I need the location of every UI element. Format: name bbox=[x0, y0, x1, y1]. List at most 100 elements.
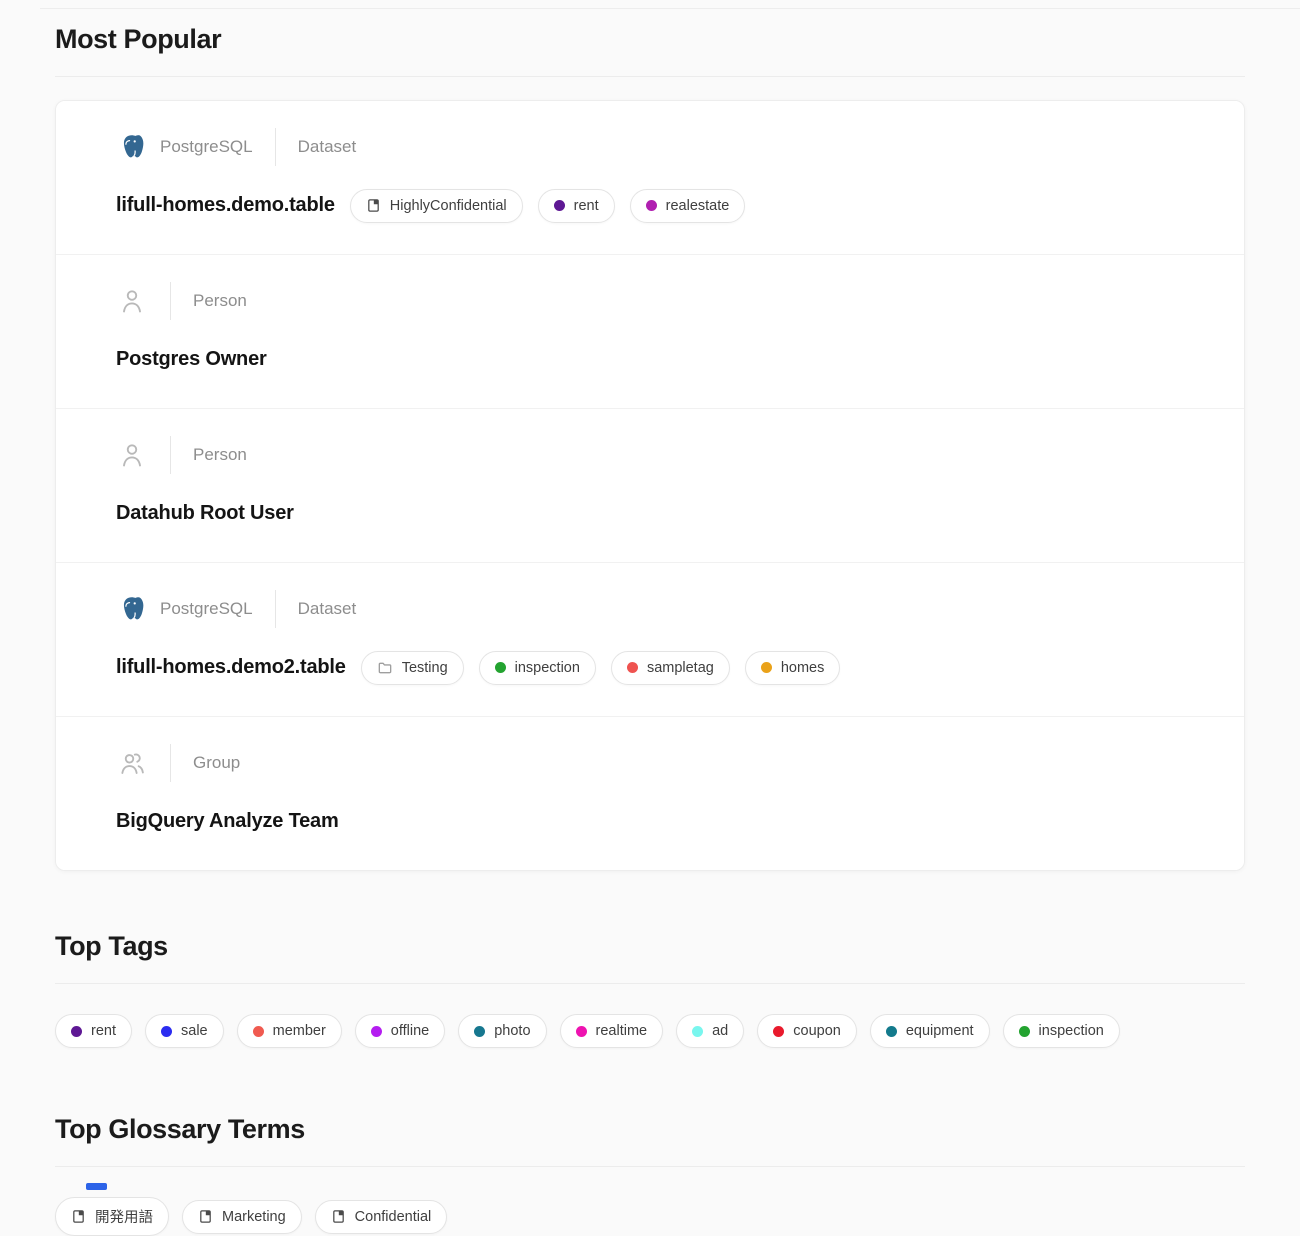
tag-color-dot bbox=[71, 1025, 82, 1037]
top-glossary-terms-title: Top Glossary Terms bbox=[55, 1114, 305, 1144]
entity-row-header: PostgreSQL Dataset bbox=[116, 590, 1184, 628]
entity-name-link[interactable]: Datahub Root User bbox=[116, 502, 294, 524]
divider bbox=[55, 1166, 1245, 1167]
entity-type-label: Person bbox=[193, 291, 247, 310]
postgresql-icon bbox=[116, 593, 148, 625]
tag-pill[interactable]: offline bbox=[354, 1014, 446, 1048]
divider bbox=[55, 76, 1245, 77]
entity-type-label: Group bbox=[193, 753, 241, 772]
tag-pill[interactable]: sale bbox=[145, 1014, 224, 1048]
glossary-term-pill[interactable]: HighlyConfidential bbox=[349, 188, 523, 223]
tag-pill[interactable]: rent bbox=[537, 188, 615, 223]
tag-color-dot bbox=[773, 1025, 785, 1037]
domain-pill[interactable]: Testing bbox=[360, 650, 464, 685]
folder-icon bbox=[378, 662, 392, 673]
cut-off-ui-element bbox=[86, 1183, 107, 1190]
entity-row-header: Person bbox=[116, 282, 1184, 320]
divider bbox=[55, 983, 1245, 984]
entity-type-label: Dataset bbox=[297, 137, 357, 156]
entity-name-link[interactable]: Postgres Owner bbox=[116, 348, 267, 370]
vertical-divider bbox=[170, 282, 171, 320]
tag-pill[interactable]: equipment bbox=[869, 1014, 990, 1048]
glossary-term-pill-label: HighlyConfidential bbox=[389, 197, 507, 214]
entity-name-link[interactable]: lifull-homes.demo.table bbox=[116, 194, 335, 216]
entity-type-label: Dataset bbox=[297, 599, 357, 618]
tag-color-dot bbox=[161, 1025, 172, 1037]
tag-pill-label: inspection bbox=[514, 659, 580, 676]
tag-pill-label: equipment bbox=[905, 1023, 974, 1039]
tag-color-dot bbox=[645, 200, 657, 211]
entity-row-body: Postgres Owner bbox=[116, 341, 1184, 378]
tag-pill[interactable]: ad bbox=[676, 1014, 745, 1048]
tag-pill[interactable]: member bbox=[236, 1014, 342, 1048]
entity-row-body: lifull-homes.demo.table HighlyConfidenti… bbox=[116, 187, 1184, 224]
entity-name-link[interactable]: BigQuery Analyze Team bbox=[116, 810, 339, 832]
postgresql-icon bbox=[116, 131, 148, 163]
glossary-term-pill[interactable]: 開発用語 bbox=[55, 1197, 169, 1236]
top-tags-title: Top Tags bbox=[55, 931, 168, 961]
person-icon bbox=[116, 285, 148, 317]
platform-name: PostgreSQL bbox=[160, 599, 253, 618]
tag-pill[interactable]: photo bbox=[458, 1014, 547, 1048]
entity-row-person-1[interactable]: Person Postgres Owner bbox=[56, 255, 1244, 409]
vertical-divider bbox=[170, 436, 171, 474]
tag-pill-label: inspection bbox=[1038, 1023, 1104, 1039]
tag-pill-label: rent bbox=[91, 1023, 116, 1039]
glossary-term-icon bbox=[367, 199, 379, 212]
glossary-term-icon bbox=[73, 1210, 84, 1223]
tag-pill[interactable]: rent bbox=[55, 1014, 132, 1048]
tag-pill-label: sale bbox=[181, 1023, 208, 1039]
tag-color-dot bbox=[626, 662, 638, 673]
glossary-term-pill-label: Marketing bbox=[222, 1208, 286, 1225]
tag-color-dot bbox=[885, 1025, 897, 1037]
tag-color-dot bbox=[575, 1025, 587, 1037]
tag-pill[interactable]: inspection bbox=[1002, 1014, 1120, 1048]
group-icon bbox=[116, 747, 148, 779]
top-glossary-terms-list: 開発用語 Marketing Confidential bbox=[55, 1197, 1245, 1236]
glossary-term-pill[interactable]: Marketing bbox=[182, 1199, 302, 1234]
vertical-divider bbox=[170, 744, 171, 782]
entity-row-person-2[interactable]: Person Datahub Root User bbox=[56, 409, 1244, 563]
entity-row-group[interactable]: Group BigQuery Analyze Team bbox=[56, 717, 1244, 870]
entity-name-link[interactable]: lifull-homes.demo2.table bbox=[116, 656, 346, 678]
entity-row-body: Datahub Root User bbox=[116, 495, 1184, 532]
entity-row-dataset-2[interactable]: PostgreSQL Dataset lifull-homes.demo2.ta… bbox=[56, 563, 1244, 717]
tag-pill-label: rent bbox=[573, 197, 599, 214]
glossary-term-pill-label: 開発用語 bbox=[95, 1210, 153, 1226]
tag-pill[interactable]: inspection bbox=[478, 650, 596, 685]
tag-pill-label: realestate bbox=[665, 197, 730, 214]
tag-pill[interactable]: sampletag bbox=[610, 650, 730, 685]
tag-color-dot bbox=[494, 662, 506, 673]
glossary-term-icon bbox=[332, 1210, 344, 1223]
platform-name: PostgreSQL bbox=[160, 137, 253, 156]
top-tags-list: rent sale member offline photo realtime … bbox=[55, 1014, 1245, 1048]
tag-pill-label: coupon bbox=[793, 1023, 841, 1039]
most-popular-card: PostgreSQL Dataset lifull-homes.demo.tab… bbox=[55, 100, 1245, 871]
tag-pill-label: offline bbox=[390, 1023, 430, 1039]
tag-pill-label: member bbox=[272, 1023, 326, 1039]
tag-pill[interactable]: coupon bbox=[757, 1014, 857, 1048]
tag-pill[interactable]: homes bbox=[744, 650, 841, 685]
tag-color-dot bbox=[252, 1025, 264, 1037]
entity-row-body: BigQuery Analyze Team bbox=[116, 803, 1184, 840]
tag-color-dot bbox=[1018, 1025, 1030, 1037]
domain-pill-label: Testing bbox=[401, 659, 448, 676]
tag-pill-label: realtime bbox=[595, 1023, 648, 1039]
tag-color-dot bbox=[760, 662, 772, 673]
tag-pill[interactable]: realtime bbox=[559, 1014, 664, 1048]
tag-pill-label: ad bbox=[712, 1023, 729, 1039]
person-icon bbox=[116, 439, 148, 471]
most-popular-title: Most Popular bbox=[55, 24, 222, 54]
glossary-term-pill[interactable]: Confidential bbox=[314, 1199, 448, 1234]
section-top-divider bbox=[40, 8, 1300, 9]
glossary-term-pill-label: Confidential bbox=[354, 1208, 432, 1225]
entity-row-header: Group bbox=[116, 744, 1184, 782]
tag-pill[interactable]: realestate bbox=[629, 188, 746, 223]
tag-pill-label: photo bbox=[494, 1023, 531, 1039]
tag-color-dot bbox=[692, 1025, 704, 1037]
tag-color-dot bbox=[553, 200, 565, 211]
entity-row-header: PostgreSQL Dataset bbox=[116, 128, 1184, 166]
entity-row-dataset-1[interactable]: PostgreSQL Dataset lifull-homes.demo.tab… bbox=[56, 101, 1244, 255]
tag-pill-label: homes bbox=[780, 659, 825, 676]
tag-pill-label: sampletag bbox=[646, 659, 714, 676]
